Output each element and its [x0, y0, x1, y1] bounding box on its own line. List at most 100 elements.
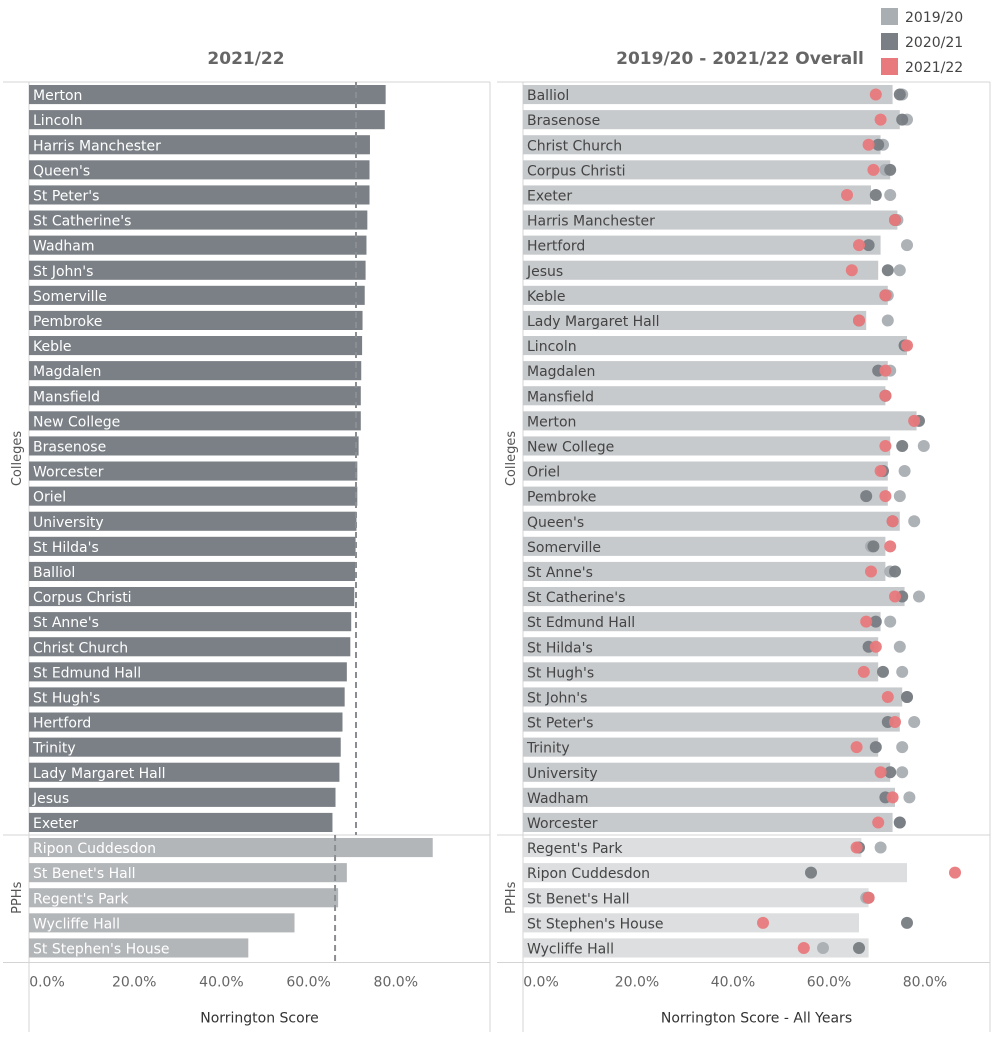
bar-label: Jesus: [526, 264, 563, 280]
dot-2021-22: [872, 816, 885, 829]
dot-2021-22: [874, 766, 887, 779]
x-axis-title-0: Norrington Score: [200, 1011, 319, 1027]
dot-2021-22: [879, 439, 892, 452]
bar-label: Lady Margaret Hall: [527, 314, 660, 330]
bar: [29, 561, 356, 581]
dot-2020-21: [901, 916, 913, 929]
bar: [523, 938, 869, 958]
bar-label: Christ Church: [33, 640, 128, 656]
bar: [29, 687, 345, 707]
bar-label: Ripon Cuddesdon: [33, 841, 156, 857]
bar-label: Merton: [33, 88, 82, 104]
dot-2021-22: [884, 540, 897, 553]
dot-2019-20: [913, 590, 925, 603]
bar-label: Hertford: [527, 239, 585, 255]
bar: [29, 386, 361, 406]
bar: [523, 587, 905, 607]
bar: [523, 411, 917, 431]
dot-2019-20: [917, 439, 930, 452]
dot-2020-21: [889, 565, 901, 578]
bar-label: St Catherine's: [527, 590, 625, 606]
bar: [29, 762, 340, 782]
dot-2019-20: [884, 615, 897, 628]
dot-2021-22: [879, 389, 892, 402]
dot-2020-21: [853, 941, 865, 954]
dot-2021-22: [797, 941, 810, 954]
dot-2019-20: [896, 665, 909, 678]
dot-2020-21: [896, 439, 909, 452]
bar-label: Somerville: [527, 540, 601, 556]
bar: [523, 838, 862, 858]
bar: [523, 687, 903, 707]
bar-label: St Edmund Hall: [527, 615, 635, 631]
bar-label: St John's: [527, 691, 587, 707]
bar-label: St Stephen's House: [527, 916, 664, 932]
bar-label: Queen's: [33, 163, 90, 179]
bar: [29, 411, 361, 431]
bar: [523, 787, 895, 807]
bar: [523, 612, 881, 632]
dot-2021-22: [757, 916, 769, 929]
bar: [29, 737, 341, 757]
bar: [29, 913, 295, 933]
dot-2021-22: [860, 615, 873, 628]
bar: [523, 762, 891, 782]
bar: [29, 361, 362, 381]
bar: [29, 662, 347, 682]
bar: [29, 461, 358, 481]
bar-label: Trinity: [526, 741, 570, 757]
bar: [523, 486, 888, 506]
x-tick-label: 0.0%: [523, 975, 559, 991]
legend-swatch-1: [881, 33, 898, 50]
bar-label: University: [33, 515, 104, 531]
dot-2021-22: [881, 690, 894, 703]
group-label-pphs-0: PPHs: [10, 881, 25, 913]
bar: [29, 436, 359, 456]
bar: [523, 812, 893, 832]
dot-2020-21: [867, 540, 880, 553]
x-tick-label: 40.0%: [199, 975, 243, 991]
bar: [29, 612, 352, 632]
dot-2021-22: [869, 88, 882, 101]
bar: [29, 260, 366, 280]
dot-2021-22: [949, 866, 961, 879]
dot-2021-22: [850, 841, 863, 854]
panel-title-0: 2021/22: [207, 49, 284, 69]
dot-2019-20: [908, 515, 921, 528]
x-tick-label: 20.0%: [615, 975, 659, 991]
legend-label-2: 2021/22: [905, 60, 963, 76]
dot-2020-21: [881, 264, 894, 277]
bar-label: Lincoln: [33, 113, 83, 129]
bar: [523, 135, 881, 155]
dot-2021-22: [862, 138, 875, 151]
bar: [523, 185, 871, 205]
bar: [29, 511, 357, 531]
bar: [29, 336, 363, 356]
x-axis-title-1: Norrington Score - All Years: [661, 1011, 852, 1027]
bar-label: St Peter's: [33, 189, 99, 205]
dot-2021-22: [862, 891, 875, 904]
bar-label: St Hugh's: [527, 665, 594, 681]
bar: [29, 486, 358, 506]
dot-2019-20: [817, 941, 829, 954]
bar-label: Worcester: [527, 816, 598, 832]
bar-label: St Benet's Hall: [33, 866, 136, 882]
bar-label: Oriel: [527, 465, 560, 481]
dot-2021-22: [901, 339, 913, 352]
dot-2019-20: [893, 640, 906, 653]
x-tick-label: 40.0%: [711, 975, 755, 991]
bar: [523, 361, 888, 381]
bar: [523, 637, 879, 657]
bar: [29, 235, 367, 255]
dot-2021-22: [874, 465, 887, 478]
bar: [523, 436, 891, 456]
bar-label: Somerville: [33, 289, 107, 305]
bar-label: Exeter: [527, 189, 572, 205]
bar-label: Brasenose: [33, 440, 106, 456]
panel-title-1: 2019/20 - 2021/22 Overall: [616, 49, 864, 69]
dot-2019-20: [874, 841, 887, 854]
bar: [29, 637, 351, 657]
bar: [29, 210, 368, 230]
bar-label: Wycliffe Hall: [33, 916, 120, 932]
bar-label: Brasenose: [527, 113, 600, 129]
